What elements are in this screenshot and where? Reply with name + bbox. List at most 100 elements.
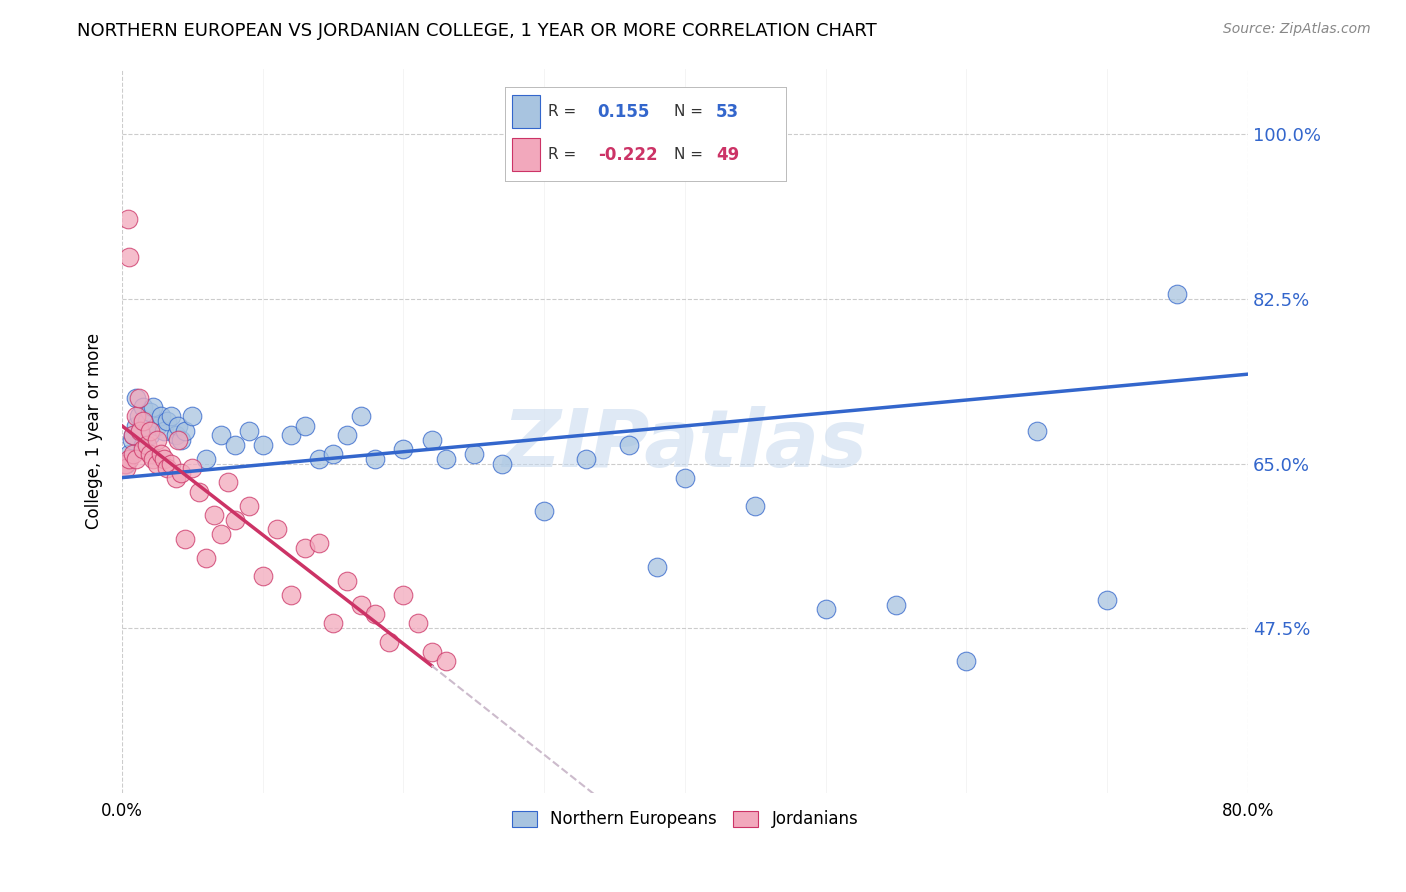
Point	[364, 451, 387, 466]
Point	[122, 447, 145, 461]
Point	[392, 588, 415, 602]
Point	[153, 424, 176, 438]
Point	[252, 438, 274, 452]
Point	[160, 457, 183, 471]
Point	[575, 451, 598, 466]
Point	[533, 503, 555, 517]
Point	[114, 457, 136, 471]
Point	[132, 442, 155, 457]
Point	[617, 438, 640, 452]
Point	[322, 616, 344, 631]
Point	[217, 475, 239, 490]
Point	[884, 598, 907, 612]
Point	[153, 451, 176, 466]
Point	[167, 433, 190, 447]
Point	[491, 457, 513, 471]
Point	[224, 438, 246, 452]
Text: Source: ZipAtlas.com: Source: ZipAtlas.com	[1223, 22, 1371, 37]
Point	[955, 654, 977, 668]
Point	[142, 451, 165, 466]
Point	[150, 409, 173, 424]
Point	[280, 588, 302, 602]
Point	[167, 418, 190, 433]
Point	[1166, 287, 1188, 301]
Text: 0.0%: 0.0%	[101, 802, 143, 820]
Point	[125, 409, 148, 424]
Point	[322, 447, 344, 461]
Point	[350, 598, 373, 612]
Point	[308, 451, 330, 466]
Point	[420, 644, 443, 658]
Point	[209, 527, 232, 541]
Point	[673, 470, 696, 484]
Point	[139, 447, 162, 461]
Point	[136, 438, 159, 452]
Point	[434, 654, 457, 668]
Point	[118, 447, 141, 461]
Point	[645, 560, 668, 574]
Point	[174, 424, 197, 438]
Point	[336, 574, 359, 588]
Point	[434, 451, 457, 466]
Point	[195, 451, 218, 466]
Point	[202, 508, 225, 523]
Point	[1025, 424, 1047, 438]
Point	[150, 447, 173, 461]
Point	[209, 428, 232, 442]
Legend: Northern Europeans, Jordanians: Northern Europeans, Jordanians	[505, 804, 865, 835]
Point	[139, 428, 162, 442]
Point	[115, 461, 138, 475]
Point	[122, 428, 145, 442]
Point	[406, 616, 429, 631]
Point	[364, 607, 387, 621]
Point	[160, 409, 183, 424]
Point	[146, 418, 169, 433]
Point	[122, 428, 145, 442]
Point	[139, 424, 162, 438]
Point	[238, 424, 260, 438]
Point	[224, 513, 246, 527]
Point	[350, 409, 373, 424]
Point	[378, 635, 401, 649]
Point	[266, 522, 288, 536]
Point	[238, 499, 260, 513]
Text: 80.0%: 80.0%	[1222, 802, 1274, 820]
Point	[170, 433, 193, 447]
Text: ZIPatlas: ZIPatlas	[502, 406, 868, 484]
Point	[125, 391, 148, 405]
Point	[146, 433, 169, 447]
Point	[174, 532, 197, 546]
Point	[132, 414, 155, 428]
Y-axis label: College, 1 year or more: College, 1 year or more	[86, 333, 103, 529]
Point	[420, 433, 443, 447]
Point	[117, 212, 139, 227]
Point	[132, 400, 155, 414]
Point	[294, 418, 316, 433]
Point	[280, 428, 302, 442]
Point	[195, 550, 218, 565]
Point	[252, 569, 274, 583]
Point	[188, 484, 211, 499]
Point	[146, 457, 169, 471]
Point	[308, 536, 330, 550]
Point	[156, 461, 179, 475]
Point	[121, 433, 143, 447]
Point	[136, 414, 159, 428]
Point	[125, 451, 148, 466]
Point	[392, 442, 415, 457]
Point	[336, 428, 359, 442]
Text: NORTHERN EUROPEAN VS JORDANIAN COLLEGE, 1 YEAR OR MORE CORRELATION CHART: NORTHERN EUROPEAN VS JORDANIAN COLLEGE, …	[77, 22, 877, 40]
Point	[170, 466, 193, 480]
Point	[165, 428, 187, 442]
Point	[118, 250, 141, 264]
Point	[814, 602, 837, 616]
Point	[463, 447, 485, 461]
Point	[115, 457, 138, 471]
Point	[744, 499, 766, 513]
Point	[142, 400, 165, 414]
Point	[294, 541, 316, 556]
Point	[156, 414, 179, 428]
Point	[181, 461, 204, 475]
Point	[181, 409, 204, 424]
Point	[139, 405, 162, 419]
